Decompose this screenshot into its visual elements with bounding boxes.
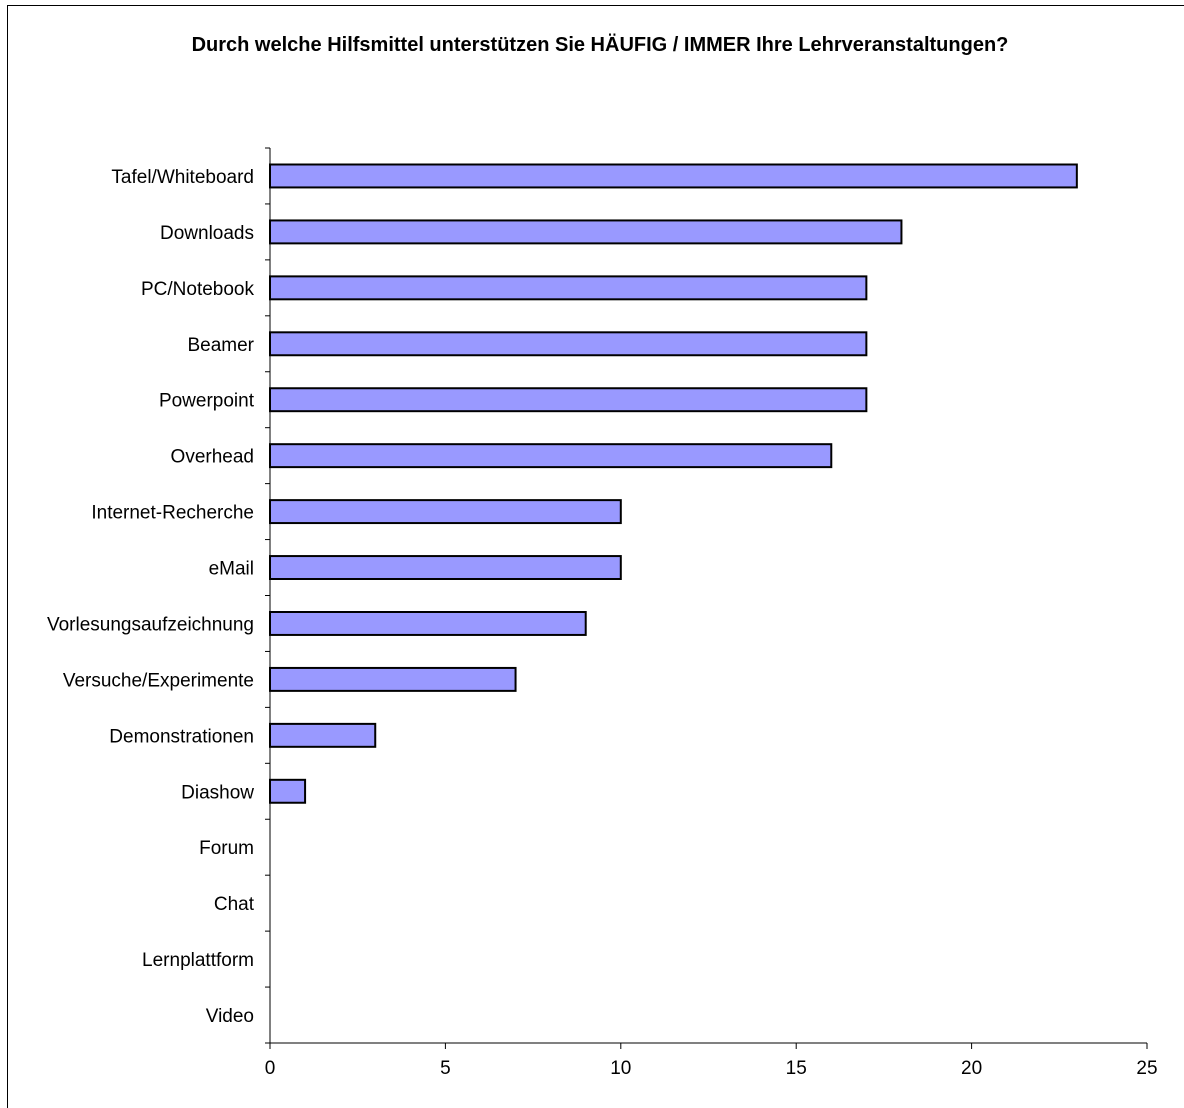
category-label: Internet-Recherche xyxy=(91,503,254,524)
category-label: PC/Notebook xyxy=(141,279,255,300)
x-tick-label: 20 xyxy=(961,1058,982,1079)
category-label: Video xyxy=(206,1006,254,1027)
x-tick-label: 15 xyxy=(786,1058,807,1079)
category-label: Versuche/Experimente xyxy=(63,670,254,691)
category-label: Lernplattform xyxy=(142,950,254,971)
bar xyxy=(269,611,587,636)
bar xyxy=(269,778,307,804)
bar xyxy=(269,387,868,413)
bar xyxy=(269,163,1078,189)
category-label: eMail xyxy=(209,559,254,580)
bar xyxy=(269,555,622,580)
bar xyxy=(269,219,903,245)
bar xyxy=(269,722,377,748)
category-label: Downloads xyxy=(160,223,254,244)
category-label: Chat xyxy=(214,894,255,915)
category-label: Vorlesungsaufzeichnung xyxy=(47,614,254,635)
bar xyxy=(269,499,622,525)
bar xyxy=(269,666,517,692)
plot-area: Tafel/Whiteboard Downloads PC/Notebook Beam… xyxy=(47,147,1158,1079)
category-label: Demonstrationen xyxy=(109,726,254,747)
x-tick-label: 25 xyxy=(1136,1058,1157,1079)
x-tick-label: 10 xyxy=(610,1058,631,1079)
x-tick-label: 5 xyxy=(440,1058,451,1079)
category-label: Beamer xyxy=(187,335,254,356)
category-label: Powerpoint xyxy=(159,391,255,412)
chart-title: Durch welche Hilfsmittel unterstützen Si… xyxy=(191,34,1009,56)
category-label: Overhead xyxy=(171,447,254,468)
bar xyxy=(269,275,868,301)
bar xyxy=(269,331,868,357)
x-tick-label: 0 xyxy=(265,1058,276,1079)
category-label: Tafel/Whiteboard xyxy=(111,167,254,188)
category-label: Diashow xyxy=(181,782,254,803)
bar xyxy=(269,443,833,469)
category-label: Forum xyxy=(199,838,254,859)
